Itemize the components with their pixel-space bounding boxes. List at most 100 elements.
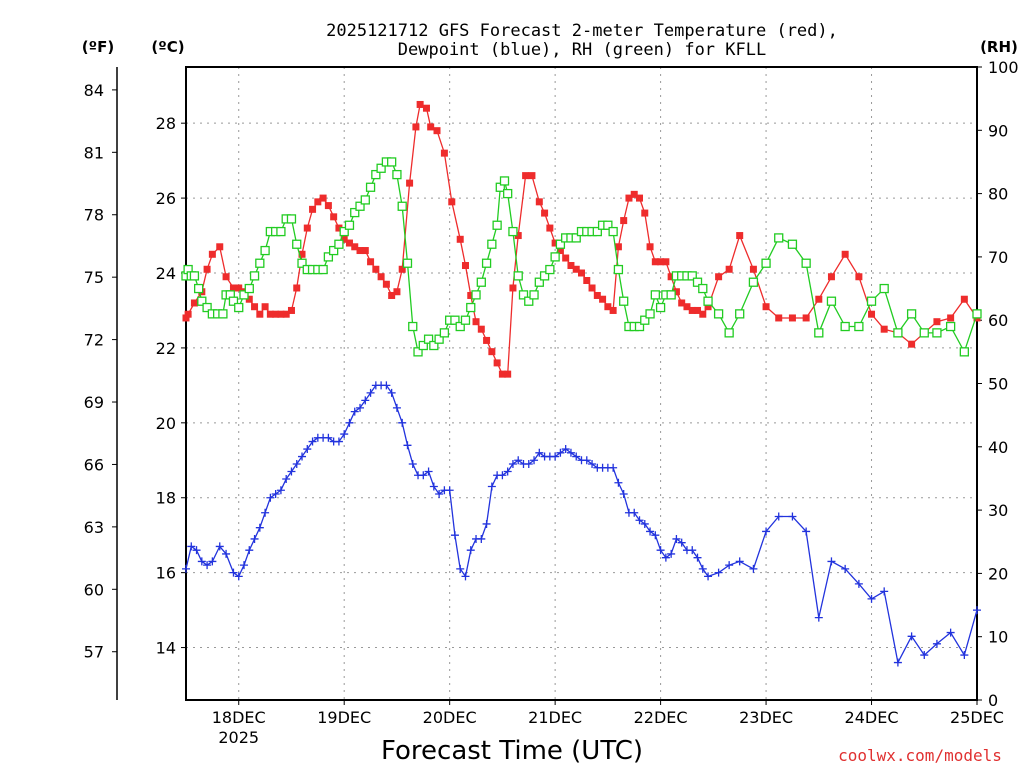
temperature-point [456,235,464,243]
rh-point [392,169,402,180]
dewpoint-point [424,467,433,476]
temperature-point [467,291,475,299]
dewpoint-point [946,628,955,637]
fahrenheit-tick-label: 66 [84,455,104,474]
x-tick-label: 22DEC [634,708,688,727]
dewpoint-point [514,456,523,465]
temperature-point [498,370,506,378]
dewpoint-point [672,534,681,543]
temperature-point [330,213,338,221]
rh-point [239,290,249,300]
rh-point [402,258,413,268]
dewpoint-point [503,467,512,476]
rh-point [197,296,207,306]
rh-point [455,321,465,332]
rh-point [603,220,613,230]
dewpoint-point [880,587,889,596]
dewpoint-point [907,632,916,641]
rh-point [840,321,850,332]
temperature-point [412,123,420,131]
dewpoint-point [932,639,941,648]
dewpoint-point [356,403,365,412]
temperature-point [815,295,823,303]
dewpoint-point [619,489,628,498]
rh-point [801,258,811,268]
rh-point [499,176,510,186]
dewpoint-point [762,527,771,536]
dewpoint-point [282,475,291,484]
dewpoint-point [498,471,507,480]
temperature-point [314,198,322,206]
rh-point [387,157,397,167]
celsius-tick-label: 28 [156,114,176,133]
gridlines [186,67,977,700]
rh-point [555,239,566,249]
dewpoint-point [588,460,597,469]
dewpoint-point [366,388,375,397]
temperature-point [528,172,536,180]
dewpoint-point [802,527,811,536]
celsius-tick-label: 18 [156,489,176,508]
temperature-point [736,232,744,240]
dewpoint-point [229,568,238,577]
temperature-point [599,295,607,303]
dewpoint-point [841,564,850,573]
rh-tick-label: 60 [988,311,1008,330]
dewpoint-point [556,448,565,457]
fahrenheit-tick-label: 57 [84,643,104,662]
dewpoint-point [893,658,902,667]
dewpoint-point [408,460,417,469]
temperature-point [287,306,295,314]
dewpoint-point [688,546,697,555]
rh-point [344,220,355,230]
temperature-point [933,318,941,326]
dewpoint-point [827,557,836,566]
temperature-point [802,314,810,322]
temperature-point [535,198,543,206]
rh-point [360,195,370,205]
dewpoint-point [240,561,249,570]
temperature-point [788,314,796,322]
rh-tick-label: 50 [988,375,1008,394]
dewpoint-point [508,460,517,469]
rh-point [650,290,660,300]
temperature-point [398,265,406,273]
temperature-point [361,247,369,255]
dewpoint-point [482,519,491,528]
dewpoint-point [561,445,570,454]
temperature-point [461,262,469,270]
dewpoint-point [215,542,224,551]
temperature-point [184,310,192,318]
temperature-point [509,284,517,292]
rh-point [228,296,239,306]
dewpoint-line [185,384,978,665]
rh-point [735,309,745,319]
rh-point [218,309,228,319]
temperature-point [694,306,702,314]
series-layer [181,100,982,667]
temperature-point [477,325,485,333]
temperature-point [620,217,628,225]
temperature-point [229,284,237,292]
chart-title-line-2: Dewpoint (blue), RH (green) for KFLL [398,40,766,60]
rh-point [460,315,471,325]
dewpoint-point [656,546,665,555]
temperature-point [433,127,441,135]
rh-point [292,239,302,249]
credit-text: coolwx.com/models [838,746,1002,765]
dewpoint-point [524,460,533,469]
rh-point [774,233,784,243]
dewpoint-point [646,527,655,536]
temperature-point [604,303,612,311]
rh-point [826,296,837,306]
rh-point [698,283,708,294]
rh-point [534,277,544,287]
rh-tick-label: 70 [988,248,1008,267]
dewpoint-point [661,553,670,562]
temperature-point [393,288,401,296]
dewpoint-point [788,512,797,521]
rh-point [355,201,365,211]
dewpoint-point [222,549,231,558]
temperature-point [340,235,348,243]
